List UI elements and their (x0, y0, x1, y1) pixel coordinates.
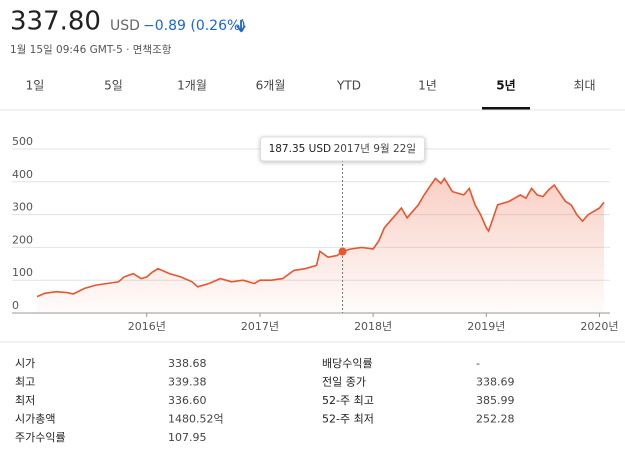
down-arrow (236, 20, 246, 33)
currency: USD (110, 18, 140, 34)
tab[interactable]: 5년 (496, 79, 515, 93)
tab[interactable]: 1개월 (177, 79, 207, 93)
stat-label: 시가 (15, 357, 35, 370)
tab[interactable]: 5일 (104, 79, 123, 93)
line (36, 177, 605, 298)
stat-value: 338.69 (476, 376, 515, 389)
y-tick-label: 100 (12, 266, 33, 279)
tab[interactable]: 1년 (418, 79, 437, 93)
stats: 시가 338.68 최고 339.38 최저 336.60 시가총액 1480.52억주가수익… (15, 357, 515, 444)
tab[interactable]: 6개월 (256, 79, 286, 93)
price: 337.80 (10, 7, 101, 37)
x-tick-label: 2017년 (241, 320, 279, 333)
stat-label: 전일 종가 (322, 375, 366, 389)
stat-value: 385.99 (476, 394, 515, 407)
stat-label: 52-주 최고 (322, 394, 374, 407)
stat-value: 1480.52억 (168, 413, 224, 426)
tab[interactable]: YTD (336, 79, 361, 93)
y-tick-label: 400 (12, 168, 33, 181)
stat-value: 339.38 (168, 376, 207, 389)
timestamp[interactable]: 1월 15일 09:46 GMT-5 · 면책조항 (10, 43, 172, 56)
area (37, 178, 604, 313)
tabs: 1일 5일 1개월 6개월 YTD 1년 5년 최대 (26, 79, 596, 110)
tab[interactable]: 1일 (26, 79, 45, 93)
tab-underline (482, 107, 530, 110)
x-tick-label: 2019년 (467, 320, 505, 333)
x-tick-label: 2018년 (354, 320, 392, 333)
tooltip-box (260, 136, 426, 162)
tab[interactable]: 최대 (573, 79, 595, 93)
y-tick-label: 300 (12, 201, 33, 214)
stat-label: 배당수익률 (322, 357, 373, 370)
x-tick-label: 2016년 (128, 320, 166, 333)
stat-value: 338.68 (168, 357, 207, 370)
change: −0.89 (0.26%) (143, 18, 246, 34)
y-tick-label: 0 (12, 299, 19, 312)
tooltip-value: 187.35 USD (269, 143, 332, 155)
chart: 0 100 200 300 400 500 2016년 2017년 2018년 2019년 2020… (12, 135, 619, 333)
highlight-point (338, 247, 347, 256)
x-tick-label: 2020년 (580, 320, 618, 333)
y-tick-label: 200 (12, 233, 33, 246)
stat-label: 52-주 최저 (322, 413, 374, 426)
stat-value: 252.28 (476, 413, 515, 426)
y-tick-label: 500 (12, 135, 33, 148)
stat-label: 최고 (15, 376, 35, 389)
tooltip-date: 2017년 9월 22일 (334, 142, 416, 155)
stat-label: 최저 (15, 394, 35, 407)
stat-value: 107.95 (168, 431, 207, 444)
stat-label: 주가수익률 (15, 431, 66, 444)
stat-value: 336.60 (168, 394, 207, 407)
stat-value: - (476, 357, 480, 370)
stat-label: 시가총액 (15, 413, 55, 426)
